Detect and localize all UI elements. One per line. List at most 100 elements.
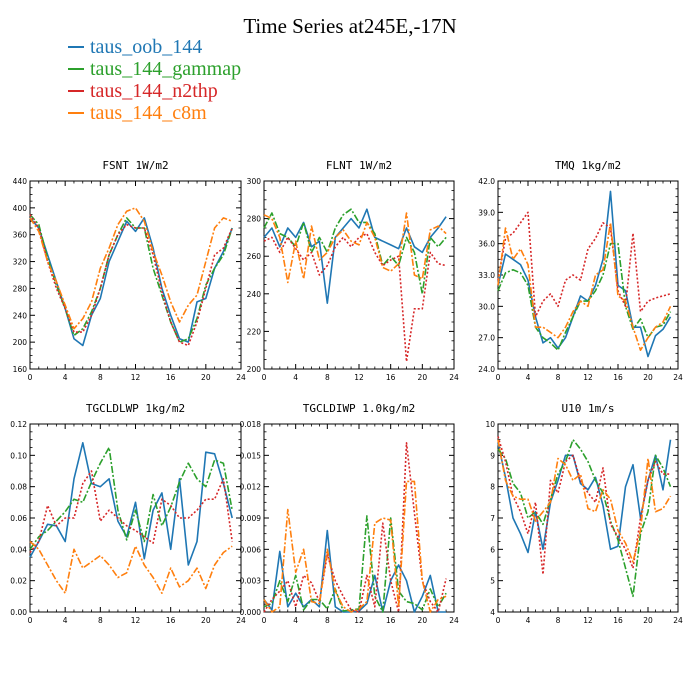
y-tick-label: 200	[13, 338, 28, 347]
panel-title: U10 1m/s	[562, 402, 615, 415]
y-tick-label: 0.012	[240, 483, 262, 492]
series-line	[263, 480, 447, 613]
x-tick-label: 20	[418, 616, 428, 625]
series-line	[263, 515, 447, 613]
y-tick-label: 30.0	[478, 302, 495, 311]
series-line	[497, 222, 672, 352]
x-tick-label: 8	[325, 616, 330, 625]
x-tick-label: 20	[418, 373, 428, 382]
y-tick-label: 240	[13, 311, 28, 320]
chart-panel: TGCLDIWP 1.0kg/m2 0.000 0.003 0.006 0.009 0.0…	[240, 402, 459, 625]
x-tick-label: 24	[449, 616, 459, 625]
series-line	[263, 232, 447, 363]
y-tick-label: 4	[490, 608, 495, 617]
y-tick-label: 5	[490, 577, 495, 586]
series-line	[29, 470, 233, 553]
panel-title: FSNT 1W/m2	[102, 159, 168, 172]
y-tick-label: 240	[247, 290, 262, 299]
x-tick-label: 16	[386, 616, 396, 625]
y-tick-label: 9	[490, 451, 495, 460]
series-line	[497, 439, 672, 563]
y-tick-label: 0.00	[10, 608, 27, 617]
series-line	[29, 214, 233, 347]
y-tick-label: 320	[13, 258, 28, 267]
y-tick-label: 0.10	[10, 451, 27, 460]
y-tick-label: 200	[247, 365, 262, 374]
x-tick-label: 4	[63, 616, 68, 625]
legend-item: taus_144_gammap	[68, 58, 241, 80]
x-tick-label: 0	[28, 616, 33, 625]
chart-panel: FLNT 1W/m2 200 220 240 260 280 300 0 4 8 12 16 20 24	[247, 159, 459, 382]
legend-line-icon	[68, 112, 84, 114]
plot-frame	[497, 423, 679, 613]
x-tick-label: 4	[63, 373, 68, 382]
series-line	[497, 211, 671, 318]
y-tick-label: 0.12	[10, 420, 27, 429]
x-tick-label: 16	[613, 616, 623, 625]
x-tick-label: 12	[354, 616, 364, 625]
y-tick-label: 0.06	[10, 514, 27, 523]
series-line	[29, 441, 233, 566]
x-tick-label: 0	[262, 616, 267, 625]
x-tick-label: 4	[526, 373, 531, 382]
series-line	[263, 212, 447, 284]
x-tick-label: 0	[28, 373, 33, 382]
x-tick-label: 12	[131, 373, 141, 382]
y-tick-label: 0.006	[240, 545, 262, 554]
series-line	[497, 436, 671, 576]
legend-label: taus_144_c8m	[90, 102, 207, 124]
x-tick-label: 8	[556, 373, 561, 382]
y-tick-label: 220	[247, 327, 262, 336]
y-tick-label: 400	[13, 204, 28, 213]
y-tick-label: 36.0	[478, 240, 495, 249]
x-tick-label: 24	[236, 616, 246, 625]
y-tick-label: 280	[13, 284, 28, 293]
x-tick-label: 24	[673, 373, 683, 382]
y-tick-label: 10	[485, 420, 495, 429]
y-tick-label: 0.04	[10, 545, 27, 554]
x-tick-label: 8	[98, 616, 103, 625]
panel-title: TGCLDIWP 1.0kg/m2	[303, 402, 416, 415]
x-tick-label: 12	[583, 373, 593, 382]
y-tick-label: 0.015	[240, 451, 262, 460]
y-tick-label: 0.009	[240, 514, 262, 523]
series-line	[29, 446, 233, 550]
x-tick-label: 20	[201, 616, 211, 625]
series-line	[263, 208, 447, 305]
y-tick-label: 0.08	[10, 483, 27, 492]
y-tick-label: 24.0	[478, 365, 495, 374]
legend-line-icon	[68, 90, 84, 92]
legend-line-icon	[68, 68, 84, 70]
y-tick-label: 8	[490, 483, 495, 492]
x-tick-label: 12	[131, 616, 141, 625]
legend: taus_oob_144 taus_144_gammap taus_144_n2…	[68, 36, 241, 124]
plot-frame	[263, 423, 455, 613]
x-tick-label: 4	[293, 616, 298, 625]
legend-label: taus_oob_144	[90, 36, 203, 58]
x-tick-label: 8	[556, 616, 561, 625]
y-tick-label: 160	[13, 365, 28, 374]
y-tick-label: 440	[13, 177, 28, 186]
x-tick-label: 16	[166, 373, 176, 382]
x-tick-label: 4	[293, 373, 298, 382]
chart-panel: TMQ 1kg/m2 24.0 27.0 30.0 33.0 36.0 39.0 42.0 0 4…	[478, 159, 683, 382]
series-line	[29, 217, 233, 347]
x-tick-label: 24	[236, 373, 246, 382]
x-tick-label: 12	[354, 373, 364, 382]
y-tick-label: 39.0	[478, 208, 495, 217]
x-tick-label: 8	[325, 373, 330, 382]
y-tick-label: 27.0	[478, 334, 495, 343]
legend-line-icon	[68, 46, 84, 48]
series-line	[263, 208, 447, 295]
x-tick-label: 16	[166, 616, 176, 625]
x-tick-label: 24	[449, 373, 459, 382]
figure-title: Time Series at245E,-17N	[243, 14, 457, 38]
series-line	[497, 438, 672, 598]
x-tick-label: 16	[386, 373, 396, 382]
x-tick-label: 8	[98, 373, 103, 382]
y-tick-label: 260	[247, 252, 262, 261]
x-tick-label: 20	[643, 373, 653, 382]
x-tick-label: 0	[262, 373, 267, 382]
